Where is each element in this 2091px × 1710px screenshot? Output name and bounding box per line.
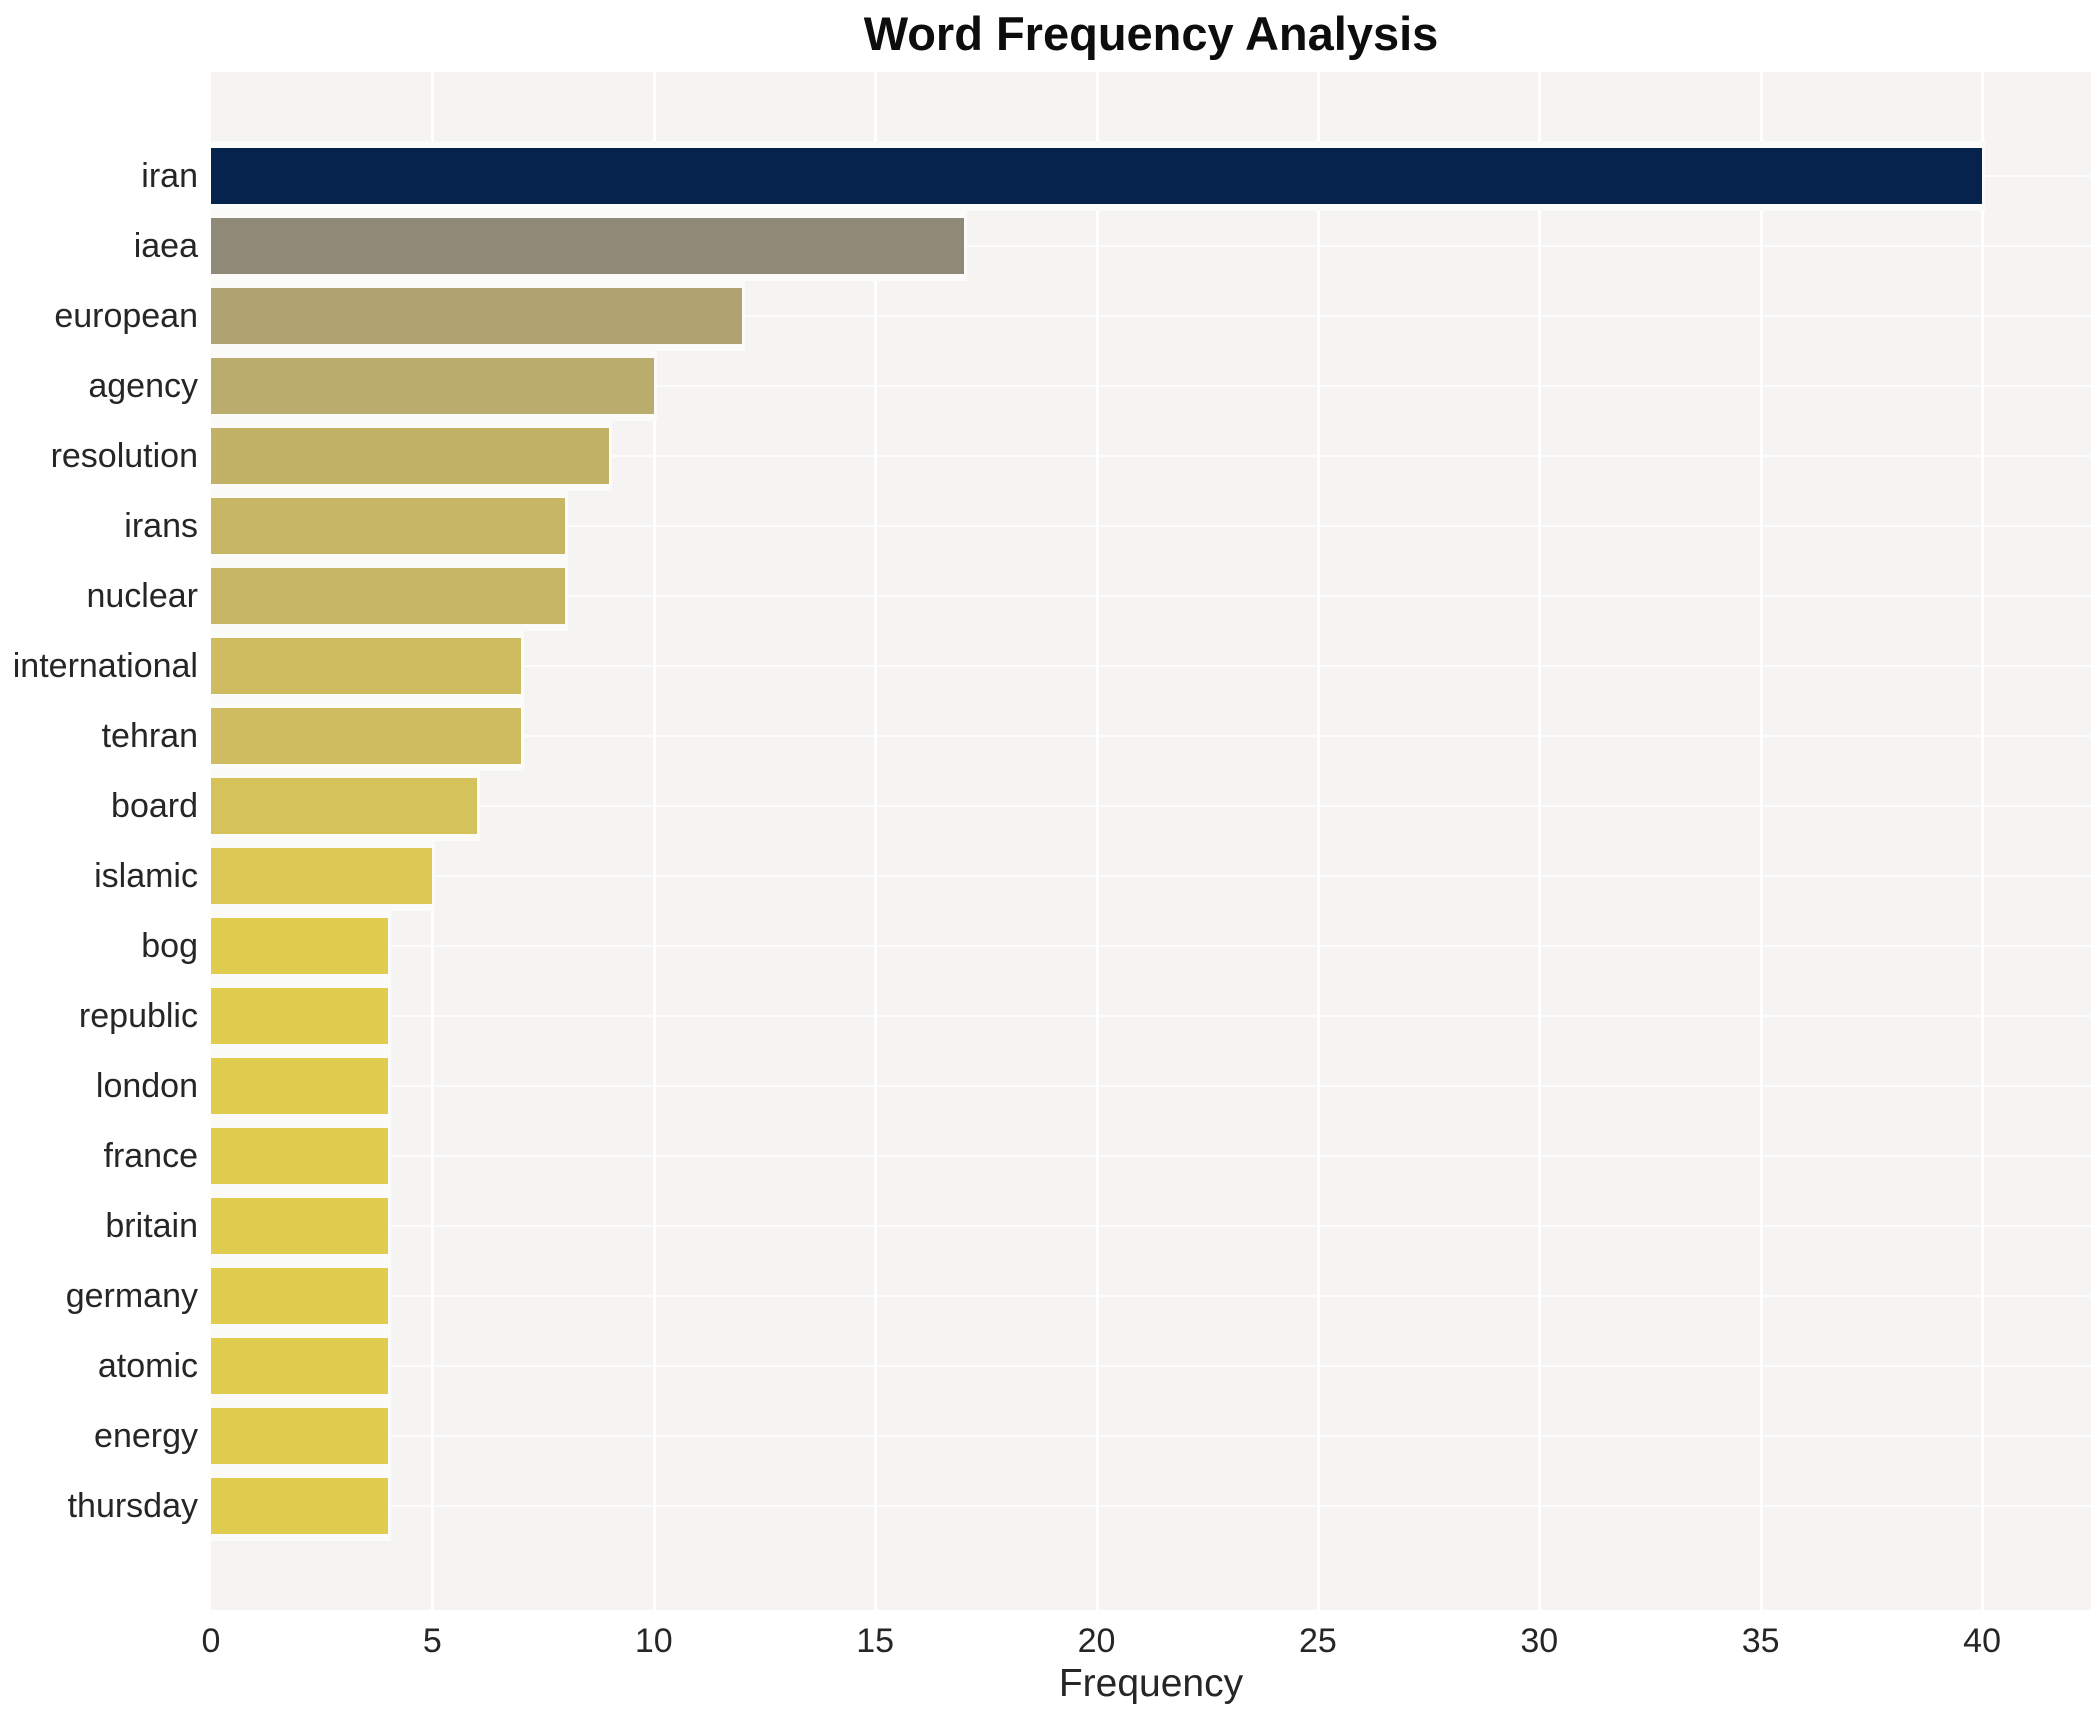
bar-international: [211, 638, 521, 694]
bar-germany: [211, 1268, 389, 1324]
y-tick-label-board: board: [111, 787, 198, 825]
y-tick-label-france: france: [103, 1137, 199, 1175]
y-tick-label-agency: agency: [88, 367, 198, 405]
bar-atomic: [211, 1338, 389, 1394]
gridline-y-board: [211, 805, 2091, 807]
y-tick-label-energy: energy: [94, 1417, 198, 1455]
x-tick-label-15: 15: [856, 1622, 895, 1660]
x-tick-label-20: 20: [1077, 1622, 1116, 1660]
bar-republic: [211, 988, 389, 1044]
bar-bog: [211, 918, 389, 974]
gridline-y-germany: [211, 1295, 2091, 1297]
x-tick-label-40: 40: [1963, 1622, 2001, 1660]
gridline-y-republic: [211, 1015, 2091, 1017]
gridline-x-20: [1095, 72, 1099, 1610]
y-tick-label-irans: irans: [124, 507, 198, 545]
bar-energy: [211, 1408, 389, 1464]
bar-islamic: [211, 848, 433, 904]
bar-resolution: [211, 428, 610, 484]
gridline-x-10: [652, 72, 656, 1610]
y-tick-label-germany: germany: [65, 1277, 198, 1315]
gridline-y-resolution: [211, 455, 2091, 457]
gridline-y-energy: [211, 1435, 2091, 1437]
x-tick-label-35: 35: [1741, 1622, 1780, 1660]
bar-iran: [211, 148, 1983, 204]
gridline-y-nuclear: [211, 595, 2091, 597]
bar-france: [211, 1128, 389, 1184]
gridline-y-tehran: [211, 735, 2091, 737]
gridline-y-irans: [211, 525, 2091, 527]
y-tick-label-iaea: iaea: [133, 227, 198, 265]
y-tick-label-islamic: islamic: [94, 857, 198, 895]
y-tick-label-nuclear: nuclear: [86, 577, 198, 615]
x-tick-label-30: 30: [1520, 1622, 1559, 1660]
x-tick-label-5: 5: [422, 1622, 442, 1660]
bar-thursday: [211, 1478, 389, 1534]
gridline-y-london: [211, 1085, 2091, 1087]
gridline-y-thursday: [211, 1505, 2091, 1507]
gridline-x-35: [1759, 72, 1763, 1610]
y-tick-label-britain: britain: [105, 1207, 198, 1245]
y-tick-label-international: international: [12, 647, 198, 685]
gridline-y-france: [211, 1155, 2091, 1157]
y-tick-label-republic: republic: [78, 997, 198, 1035]
x-tick-label-10: 10: [634, 1622, 673, 1660]
gridline-y-agency: [211, 385, 2091, 387]
x-tick-label-0: 0: [201, 1622, 221, 1660]
bar-iaea: [211, 218, 964, 274]
gridline-x-25: [1316, 72, 1320, 1610]
bar-tehran: [211, 708, 521, 764]
y-tick-label-tehran: tehran: [101, 717, 198, 755]
y-tick-label-iran: iran: [141, 157, 198, 195]
x-tick-label-25: 25: [1299, 1622, 1337, 1660]
chart-title: Word Frequency Analysis: [863, 7, 1439, 60]
y-tick-label-thursday: thursday: [67, 1487, 198, 1525]
gridline-y-bog: [211, 945, 2091, 947]
bar-london: [211, 1058, 389, 1114]
bar-britain: [211, 1198, 389, 1254]
bar-european: [211, 288, 743, 344]
y-tick-label-atomic: atomic: [97, 1347, 198, 1385]
gridline-y-iaea: [211, 245, 2091, 247]
plot-area: [211, 72, 2091, 1610]
gridline-y-international: [211, 665, 2091, 667]
gridline-x-30: [1538, 72, 1542, 1610]
bar-agency: [211, 358, 654, 414]
gridline-y-britain: [211, 1225, 2091, 1227]
y-tick-label-european: european: [54, 297, 198, 335]
gridline-y-islamic: [211, 875, 2091, 877]
gridline-y-atomic: [211, 1365, 2091, 1367]
y-tick-label-london: london: [95, 1067, 198, 1105]
bar-irans: [211, 498, 566, 554]
bar-nuclear: [211, 568, 566, 624]
y-tick-label-bog: bog: [141, 927, 198, 965]
y-tick-label-resolution: resolution: [50, 437, 198, 475]
gridline-x-40: [1981, 72, 1985, 1610]
x-axis-title: Frequency: [1058, 1662, 1244, 1705]
gridline-x-15: [874, 72, 878, 1610]
gridline-y-european: [211, 315, 2091, 317]
bar-board: [211, 778, 477, 834]
